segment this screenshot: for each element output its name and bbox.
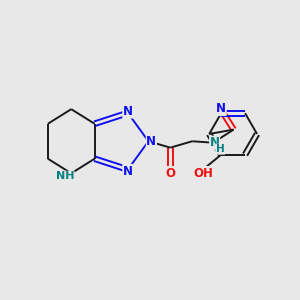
Text: OH: OH [194,167,214,179]
Text: O: O [215,100,225,114]
Text: N: N [123,105,133,118]
Text: O: O [165,167,175,179]
Text: NH: NH [56,171,74,181]
Text: N: N [123,164,133,178]
Text: N: N [216,102,226,116]
Text: N: N [210,136,220,149]
Text: H: H [216,144,225,154]
Text: N: N [146,135,156,148]
